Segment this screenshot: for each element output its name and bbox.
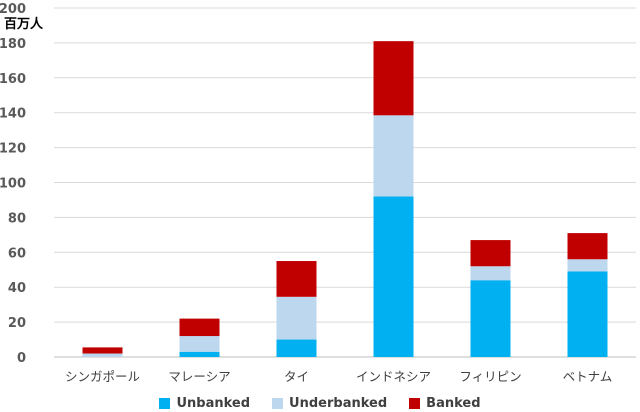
bar-segment bbox=[179, 318, 220, 337]
y-tick-label: 20 bbox=[8, 316, 26, 331]
x-category-label: マレーシア bbox=[168, 369, 230, 384]
legend-item: Banked bbox=[409, 396, 481, 411]
y-tick-label: 100 bbox=[0, 177, 26, 192]
y-tick-label: 120 bbox=[0, 142, 26, 157]
bar-segment bbox=[373, 196, 414, 357]
y-tick-label: 60 bbox=[8, 246, 26, 261]
x-category-label: タイ bbox=[284, 369, 309, 384]
legend-item: Unbanked bbox=[159, 396, 250, 411]
bar-segment bbox=[470, 240, 511, 267]
x-axis-categories: シンガポール マレーシア タイ インドネシア フィリピン ベトナム bbox=[65, 369, 612, 384]
y-tick-label: 180 bbox=[0, 37, 26, 52]
y-axis-ticks: 0 20 40 60 80 100 120 140 160 180 200 bbox=[0, 2, 26, 366]
y-unit-label: 百万人 bbox=[4, 16, 44, 32]
bars bbox=[82, 41, 608, 357]
y-tick-label: 80 bbox=[8, 211, 26, 226]
bar-segment bbox=[567, 233, 608, 260]
bar-segment bbox=[179, 336, 220, 352]
legend-label: Underbanked bbox=[289, 396, 388, 411]
y-tick-label: 40 bbox=[8, 281, 26, 296]
y-tick-label: 0 bbox=[17, 351, 26, 366]
bar-segment bbox=[276, 296, 317, 340]
bar-segment bbox=[373, 115, 414, 197]
legend-item: Underbanked bbox=[272, 396, 387, 411]
x-category-label: シンガポール bbox=[65, 369, 140, 384]
bar-segment bbox=[470, 266, 511, 281]
y-tick-label: 140 bbox=[0, 107, 26, 122]
bar-segment bbox=[82, 347, 123, 354]
legend: Unbanked Underbanked Banked bbox=[0, 396, 640, 411]
legend-swatch bbox=[272, 398, 284, 409]
x-category-label: インドネシア bbox=[356, 369, 431, 384]
bar-segment bbox=[373, 41, 414, 116]
bar-segment bbox=[276, 261, 317, 297]
y-tick-label: 160 bbox=[0, 72, 26, 87]
bar-segment bbox=[82, 353, 123, 357]
y-tick-label: 200 bbox=[0, 2, 26, 17]
bar-segment bbox=[567, 259, 608, 272]
legend-swatch bbox=[409, 398, 421, 409]
bar-segment bbox=[179, 351, 220, 357]
x-category-label: フィリピン bbox=[459, 369, 521, 384]
bar-segment bbox=[276, 339, 317, 357]
gridlines bbox=[54, 7, 636, 358]
legend-label: Unbanked bbox=[176, 396, 251, 411]
legend-label: Banked bbox=[426, 396, 481, 411]
bar-segment bbox=[470, 280, 511, 357]
bar-segment bbox=[567, 271, 608, 357]
x-category-label: ベトナム bbox=[563, 369, 613, 384]
legend-swatch bbox=[159, 398, 171, 409]
